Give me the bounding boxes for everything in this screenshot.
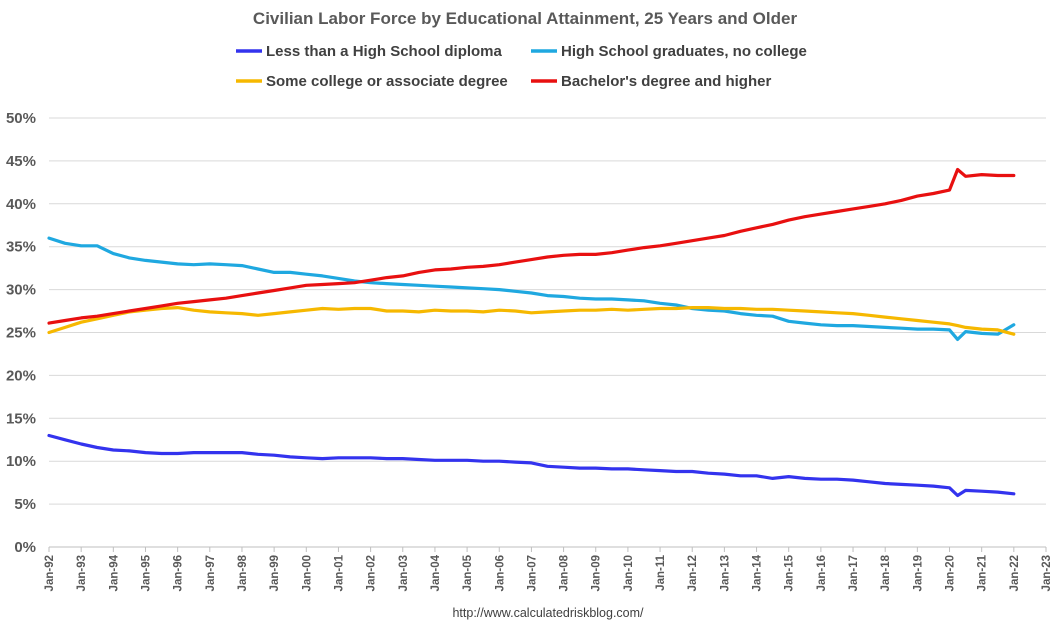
x-tick-label: Jan-01 xyxy=(333,554,345,591)
x-tick-label: Jan-12 xyxy=(687,555,699,591)
x-tick-label: Jan-10 xyxy=(623,555,635,591)
x-tick-label: Jan-13 xyxy=(719,555,731,591)
y-tick-label: 30% xyxy=(6,282,36,299)
gridlines xyxy=(49,117,1046,505)
y-tick-label: 35% xyxy=(6,239,36,256)
x-tick-label: Jan-19 xyxy=(912,555,924,591)
x-tick-label: Jan-93 xyxy=(76,555,88,591)
chart-title: Civilian Labor Force by Educational Atta… xyxy=(253,9,798,28)
x-tick-label: Jan-22 xyxy=(1009,555,1021,591)
x-tick-label: Jan-17 xyxy=(848,555,860,591)
y-tick-label: 25% xyxy=(6,325,36,342)
x-tick-label: Jan-02 xyxy=(366,555,378,591)
x-tick-label: Jan-00 xyxy=(301,555,313,591)
y-tick-label: 5% xyxy=(14,496,36,513)
legend-label: Some college or associate degree xyxy=(266,73,508,90)
x-tick-label: Jan-18 xyxy=(880,554,892,591)
x-tick-label: Jan-09 xyxy=(591,555,603,591)
x-tick-label: Jan-96 xyxy=(173,555,185,591)
x-tick-label: Jan-99 xyxy=(269,555,281,591)
series-line-3 xyxy=(47,306,1016,336)
source-text: http://www.calculatedriskblog.com/ xyxy=(452,606,644,620)
series-line-4 xyxy=(47,167,1016,325)
x-tick-label: Jan-97 xyxy=(205,555,217,591)
y-tick-label: 10% xyxy=(6,453,36,470)
y-tick-label: 50% xyxy=(6,110,36,127)
y-tick-label: 0% xyxy=(14,539,36,556)
x-axis: Jan-92 Jan-93 Jan-94 Jan-95 Jan-96 Jan-97 Jan-… xyxy=(44,546,1053,591)
x-tick-label: Jan-94 xyxy=(108,554,120,591)
x-tick-label: Jan-03 xyxy=(398,555,410,591)
plot-area xyxy=(47,167,1016,498)
y-axis: 0% 5% 10% 15% 20% 25% 30% 35% 40% 45% 50% xyxy=(6,110,36,556)
legend: Less than a High School diploma High Scho… xyxy=(236,43,807,90)
x-tick-label: Jan-23 xyxy=(1041,555,1053,591)
y-tick-label: 20% xyxy=(6,367,36,384)
x-tick-label: Jan-21 xyxy=(977,554,989,591)
legend-label: Less than a High School diploma xyxy=(266,43,503,60)
legend-label: High School graduates, no college xyxy=(561,43,807,60)
y-tick-label: 40% xyxy=(6,196,36,213)
x-tick-label: Jan-14 xyxy=(752,554,764,591)
x-tick-label: Jan-05 xyxy=(462,554,474,591)
y-tick-label: 15% xyxy=(6,410,36,427)
x-tick-label: Jan-16 xyxy=(816,555,828,591)
legend-label: Bachelor's degree and higher xyxy=(561,73,771,90)
y-tick-label: 45% xyxy=(6,153,36,170)
series-line-2 xyxy=(47,236,1016,341)
x-tick-label: Jan-95 xyxy=(140,554,152,591)
x-tick-label: Jan-08 xyxy=(559,554,571,591)
x-tick-label: Jan-15 xyxy=(784,554,796,591)
x-tick-label: Jan-07 xyxy=(526,555,538,591)
x-tick-label: Jan-06 xyxy=(494,555,506,591)
series-line-1 xyxy=(47,433,1016,498)
x-tick-label: Jan-04 xyxy=(430,554,442,591)
x-tick-label: Jan-20 xyxy=(945,555,957,591)
x-tick-label: Jan-92 xyxy=(44,555,56,591)
x-tick-label: Jan-98 xyxy=(237,554,249,591)
x-tick-label: Jan-11 xyxy=(655,554,667,590)
